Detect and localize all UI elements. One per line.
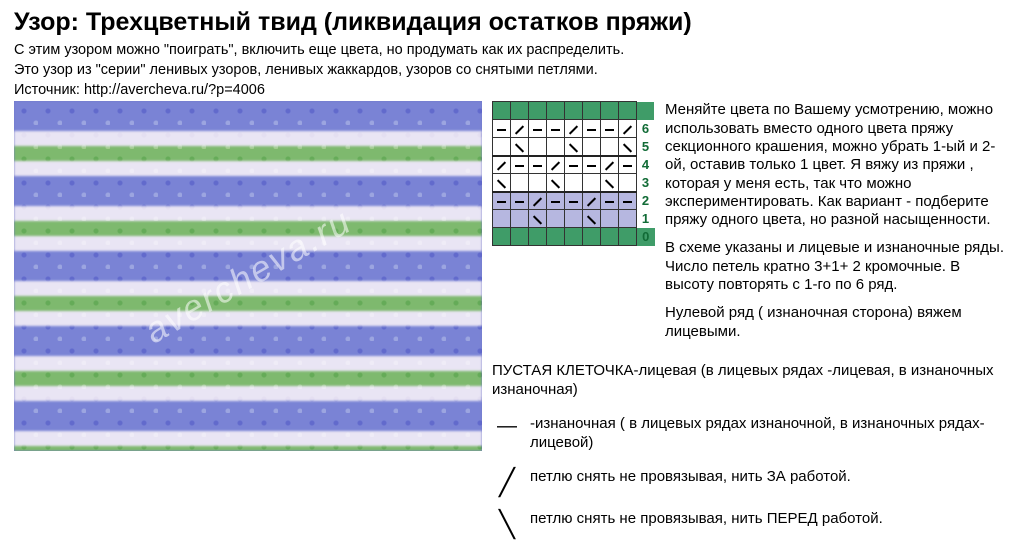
page-title: Узор: Трехцветный твид (ликвидация остат…: [14, 8, 1010, 37]
description-p1: Меняйте цвета по Вашему усмотрению, можн…: [665, 101, 1010, 229]
legend-slash-fwd-text: петлю снять не провязывая, нить ЗА работ…: [530, 467, 851, 487]
intro-line-1: С этим узором можно "поиграть", включить…: [14, 41, 1010, 59]
stitch-chart: 6543210: [492, 101, 655, 246]
description-p3: Нулевой ряд ( изнаночная сторона) вяжем …: [665, 304, 1010, 341]
legend-empty-text: ПУСТАЯ КЛЕТОЧКА-лицевая (в лицевых рядах…: [492, 361, 1010, 400]
legend: ПУСТАЯ КЛЕТОЧКА-лицевая (в лицевых рядах…: [492, 361, 1010, 551]
source-line: Источник: http://avercheva.ru/?p=4006: [14, 81, 1010, 99]
legend-slash-fwd-icon: ╱: [492, 467, 522, 495]
legend-slash-back-icon: ╲: [492, 509, 522, 537]
legend-dash-text: -изнаночная ( в лицевых рядах изнаночной…: [530, 414, 1010, 453]
legend-slash-back-text: петлю снять не провязывая, нить ПЕРЕД ра…: [530, 509, 883, 529]
description-p2: В схеме указаны и лицевые и изнаночные р…: [665, 239, 1010, 294]
knitting-swatch-image: avercheva.ru: [14, 101, 482, 451]
intro-line-2: Это узор из "серии" ленивых узоров, лени…: [14, 61, 1010, 79]
legend-dash-icon: —: [492, 414, 522, 436]
